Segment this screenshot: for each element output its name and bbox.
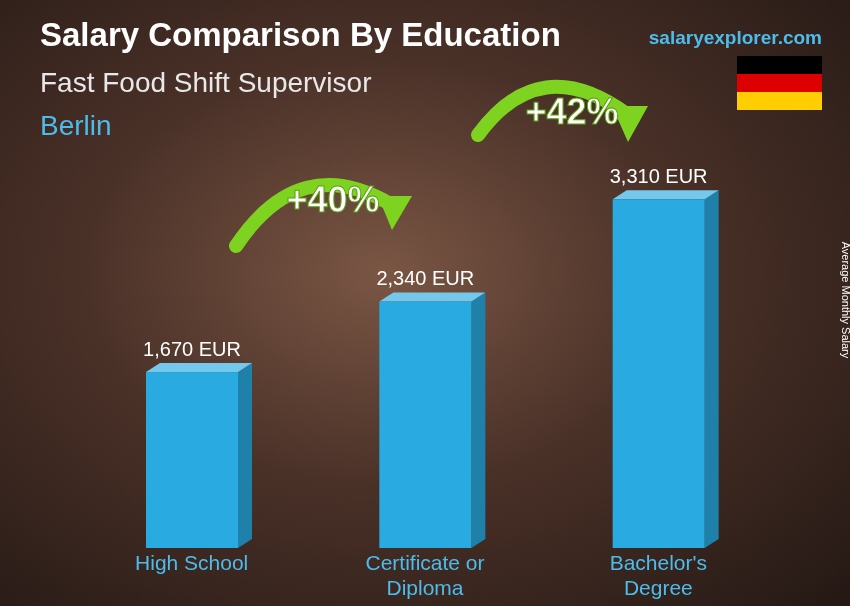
svg-text:High School: High School [135, 551, 248, 574]
svg-text:3,310 EUR: 3,310 EUR [610, 165, 708, 187]
svg-text:1,670 EUR: 1,670 EUR [143, 338, 241, 360]
svg-text:Bachelor'sDegree: Bachelor'sDegree [610, 551, 707, 599]
svg-text:Average Monthly Salary: Average Monthly Salary [840, 242, 842, 359]
svg-text:Salary Comparison By Education: Salary Comparison By Education [40, 16, 561, 53]
svg-text:Fast Food Shift Supervisor: Fast Food Shift Supervisor [40, 67, 371, 98]
svg-text:Certificate orDiploma: Certificate orDiploma [365, 551, 484, 599]
svg-text:2,340 EUR: 2,340 EUR [376, 267, 474, 289]
svg-text:+40%: +40% [286, 179, 379, 220]
svg-text:salaryexplorer.com: salaryexplorer.com [649, 27, 822, 48]
svg-text:+42%: +42% [525, 91, 618, 132]
svg-text:Berlin: Berlin [40, 110, 112, 141]
